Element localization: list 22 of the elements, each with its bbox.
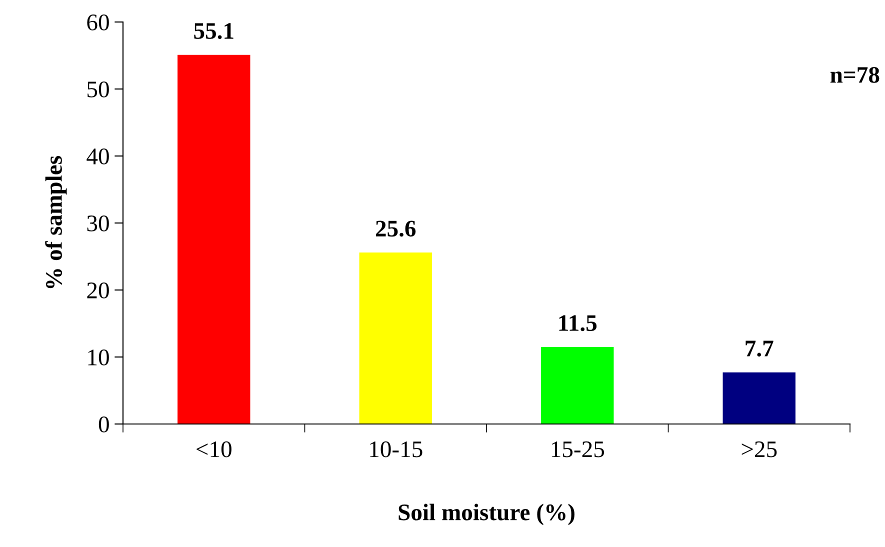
data-label: 55.1 (194, 23, 234, 40)
data-label: 7.7 (746, 340, 774, 357)
y-tick-label: 30 (87, 215, 109, 232)
x-tick-label: >25 (742, 441, 777, 458)
y-tick-label: 10 (88, 349, 109, 366)
x-tick-label: <10 (196, 441, 232, 458)
bar (722, 372, 796, 424)
annotation: n=78 (830, 66, 880, 83)
y-tick-label: 0 (98, 416, 109, 432)
bar (359, 252, 432, 424)
bar (541, 346, 614, 424)
bar (178, 54, 250, 424)
y-tick-label: 50 (88, 81, 109, 98)
x-axis-title: Soil moisture (%) (398, 504, 574, 526)
x-tick-label: 15-25 (552, 441, 604, 458)
y-axis-title: % of samples (45, 156, 67, 288)
y-tick-label: 20 (87, 282, 109, 298)
x-tick-label: 10-15 (370, 441, 422, 458)
y-tick-label: 40 (86, 148, 109, 164)
y-tick-label: 60 (87, 14, 109, 30)
data-label: 11.5 (559, 315, 597, 332)
data-label: 25.6 (376, 220, 416, 237)
